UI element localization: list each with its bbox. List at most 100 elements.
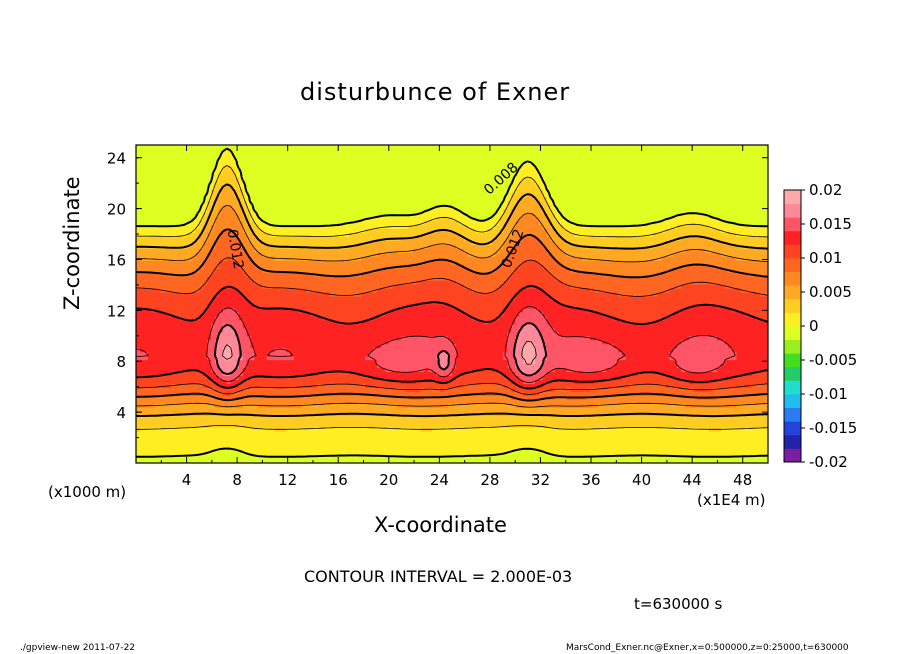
field-cell <box>286 391 291 396</box>
field-cell <box>230 355 236 361</box>
field-cell <box>246 351 252 357</box>
field-cell <box>211 339 216 345</box>
field-cell <box>171 367 176 373</box>
field-cell <box>570 431 575 436</box>
field-cell <box>696 363 702 369</box>
field-cell <box>349 399 354 404</box>
field-cell <box>151 379 157 384</box>
field-cell <box>388 387 394 392</box>
field-cell <box>353 447 358 452</box>
field-cell <box>380 455 386 460</box>
field-cell <box>578 367 583 373</box>
field-cell <box>752 443 757 448</box>
field-cell <box>238 363 244 369</box>
field-cell <box>527 367 532 373</box>
field-cell <box>424 363 429 369</box>
field-cell <box>499 347 504 353</box>
field-cell <box>448 443 453 448</box>
field-cell <box>404 407 410 412</box>
field-cell <box>199 351 204 357</box>
field-cell <box>136 371 141 377</box>
field-cell <box>538 423 544 428</box>
field-cell <box>673 459 678 464</box>
field-cell <box>515 339 520 345</box>
field-cell <box>365 447 370 452</box>
field-cell <box>286 343 291 349</box>
field-cell <box>321 355 327 361</box>
field-cell <box>384 359 390 365</box>
field-cell <box>448 419 453 424</box>
field-cell <box>748 403 753 408</box>
field-cell <box>341 439 346 444</box>
field-cell <box>756 415 761 420</box>
field-cell <box>455 455 461 460</box>
field-cell <box>238 423 244 428</box>
field-cell <box>708 415 714 420</box>
field-cell <box>677 455 682 460</box>
field-cell <box>748 347 753 353</box>
field-cell <box>613 367 619 373</box>
field-cell <box>365 399 370 404</box>
field-cell <box>752 379 757 384</box>
field-cell <box>527 387 532 392</box>
field-cell <box>598 355 603 361</box>
field-cell <box>380 435 386 440</box>
field-cell <box>649 343 654 349</box>
field-cell <box>147 367 153 373</box>
field-cell <box>167 387 173 392</box>
field-cell <box>432 415 437 420</box>
field-cell <box>151 383 157 388</box>
field-cell <box>542 371 548 377</box>
field-cell <box>669 451 674 456</box>
field-cell <box>266 339 271 345</box>
field-cell <box>606 427 611 432</box>
field-cell <box>151 371 157 377</box>
field-cell <box>728 351 733 357</box>
field-cell <box>258 391 263 396</box>
field-cell <box>534 431 540 436</box>
field-cell <box>297 399 303 404</box>
field-cell <box>570 423 575 428</box>
field-cell <box>151 411 157 416</box>
field-cell <box>534 451 540 456</box>
field-cell <box>661 407 666 412</box>
field-cell <box>475 423 481 428</box>
field-cell <box>333 359 338 365</box>
field-cell <box>503 395 508 400</box>
field-cell <box>286 371 291 377</box>
field-cell <box>527 407 532 412</box>
field-cell <box>503 407 508 412</box>
field-cell <box>574 399 579 404</box>
field-cell <box>317 443 323 448</box>
field-cell <box>436 347 441 353</box>
field-cell <box>554 399 560 404</box>
field-cell <box>436 371 441 377</box>
field-cell <box>365 359 370 365</box>
field-cell <box>262 395 267 400</box>
field-cell <box>136 387 141 392</box>
field-cell <box>155 459 161 464</box>
field-cell <box>408 419 413 424</box>
field-cell <box>534 383 540 388</box>
field-cell <box>321 379 327 384</box>
field-cell <box>187 383 192 388</box>
field-cell <box>633 407 639 412</box>
field-cell <box>653 379 658 384</box>
field-cell <box>136 363 141 369</box>
field-cell <box>179 403 184 408</box>
field-cell <box>404 415 410 420</box>
field-cell <box>728 427 733 432</box>
field-cell <box>602 439 607 444</box>
field-cell <box>534 455 540 460</box>
field-cell <box>329 427 334 432</box>
field-cell <box>760 363 765 369</box>
field-cell <box>341 459 346 464</box>
field-cell <box>700 443 706 448</box>
field-cell <box>665 407 670 412</box>
field-cell <box>282 383 287 388</box>
field-cell <box>657 455 662 460</box>
field-cell <box>756 439 761 444</box>
field-cell <box>590 447 595 452</box>
field-cell <box>139 355 145 361</box>
field-cell <box>349 419 354 424</box>
